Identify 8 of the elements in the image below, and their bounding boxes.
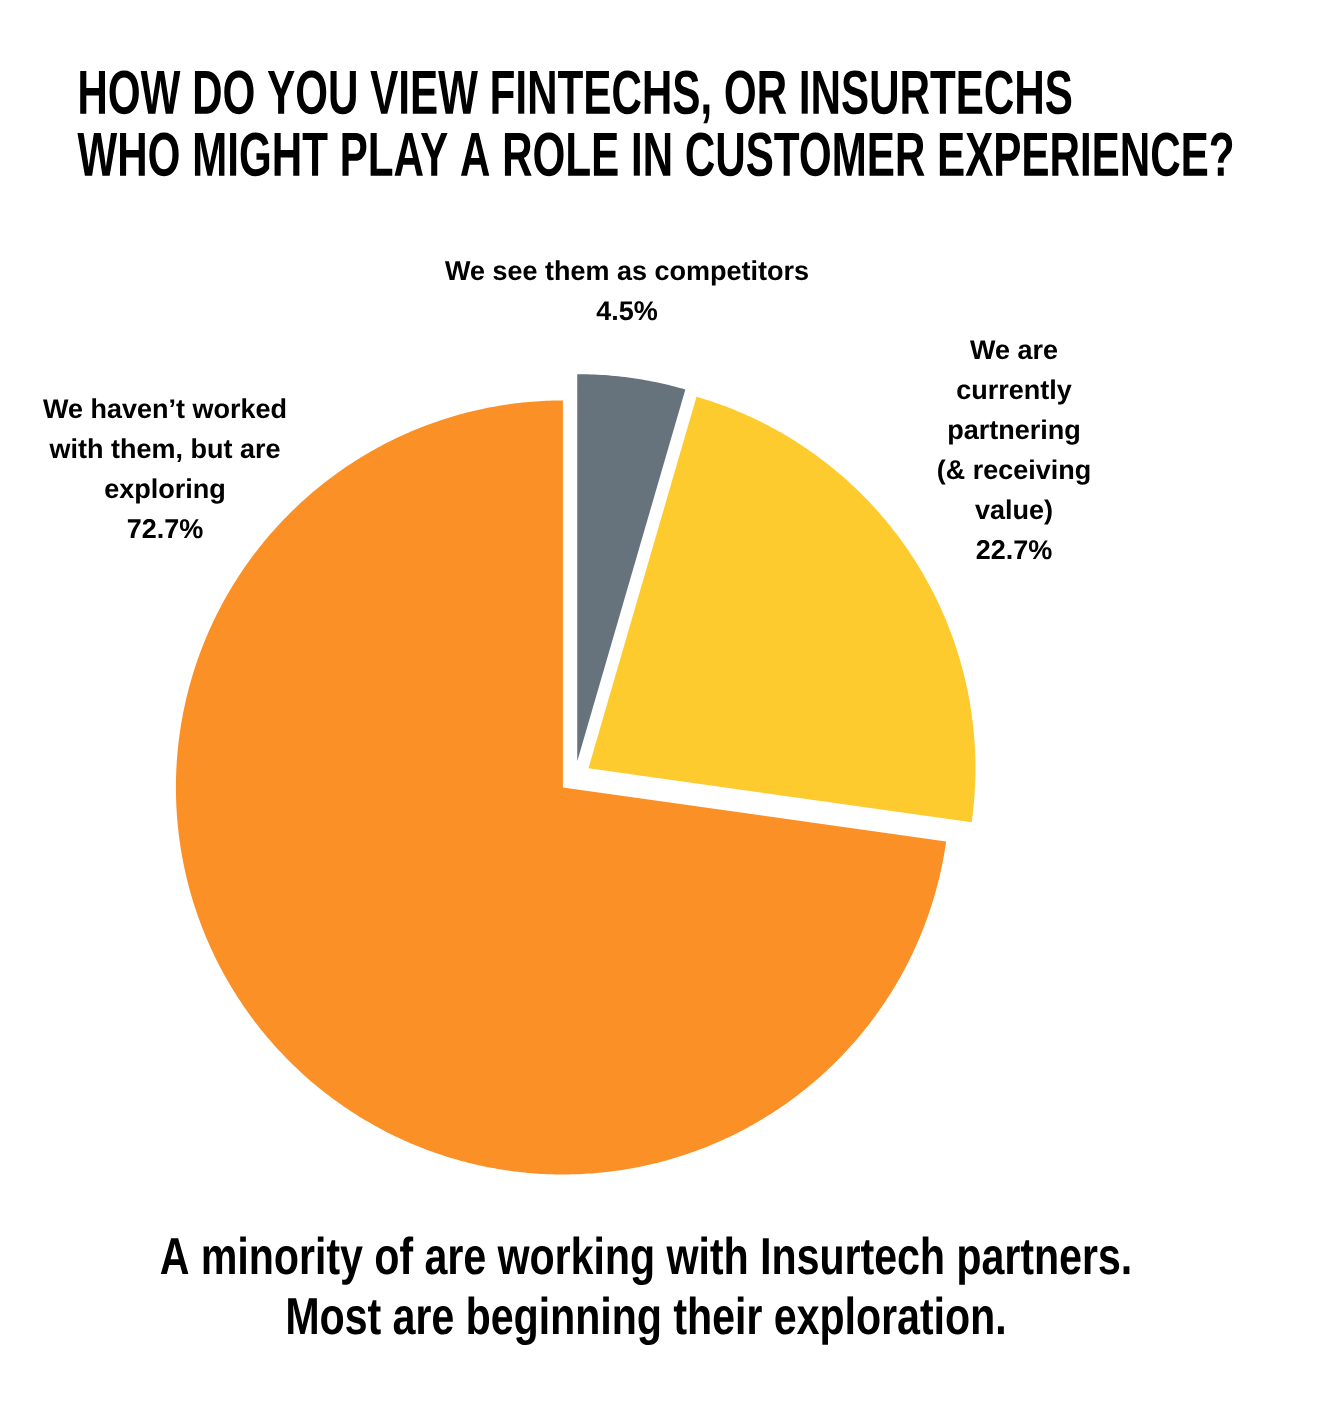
- chart-title: HOW DO YOU VIEW FINTECHS, OR INSURTECHS WHO MIGHT PLAY A ROLE IN CUSTOMER EXPERIENCE?: [77, 70, 1233, 177]
- slice-label: We see them as competitors: [444, 260, 808, 286]
- slice-label: We haven’t worked with them, but are exploring: [43, 398, 286, 504]
- data-label: 4.5%: [596, 301, 658, 321]
- data-label: 72.7%: [127, 519, 203, 539]
- text: A minority of are working with Insurtech partners. Most are beginning their exploration.: [160, 1236, 1130, 1346]
- slice-label: We are currently partnering (& receiving value): [938, 340, 1090, 525]
- data-label: 22.7%: [976, 540, 1052, 560]
